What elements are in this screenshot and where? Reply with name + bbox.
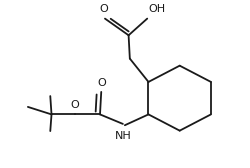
Text: OH: OH <box>148 4 166 14</box>
Text: NH: NH <box>115 131 132 141</box>
Text: O: O <box>97 78 106 88</box>
Text: O: O <box>99 4 108 14</box>
Text: O: O <box>70 100 79 110</box>
